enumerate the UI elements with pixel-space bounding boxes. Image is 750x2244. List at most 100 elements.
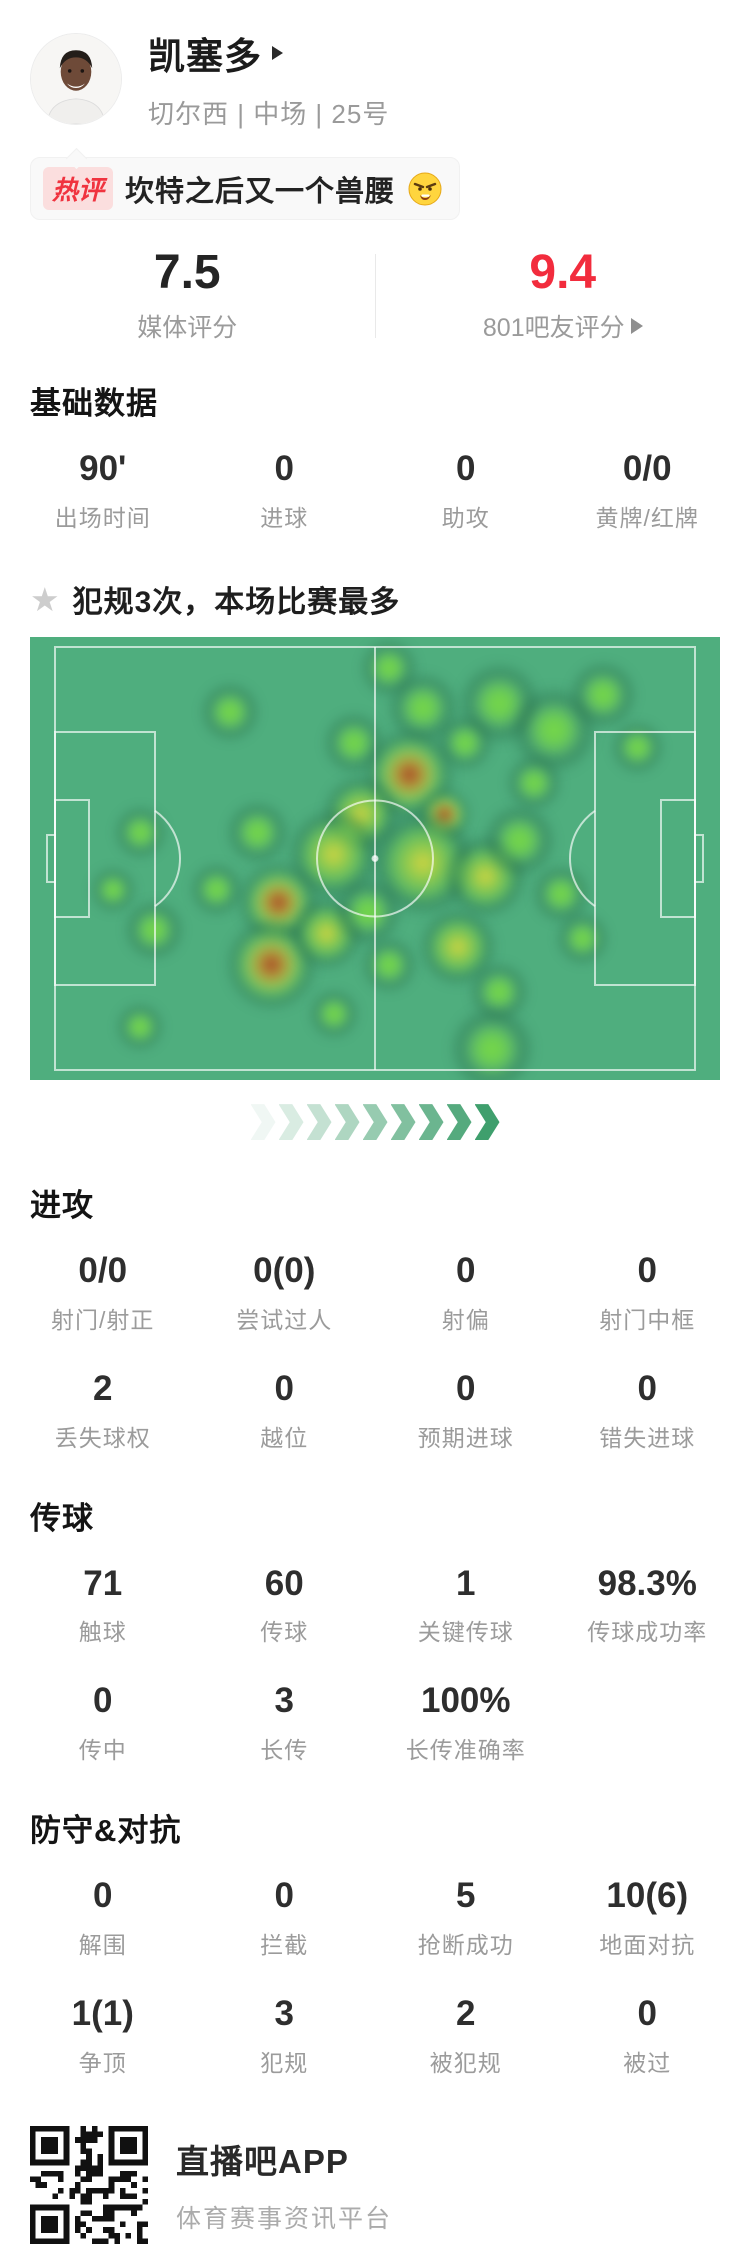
ratings-row: 7.5 媒体评分 9.4 801吧友评分 xyxy=(0,248,750,344)
section-title-attack: 进攻 xyxy=(30,1180,720,1225)
stat-value: 0 xyxy=(638,1996,657,2033)
media-rating-label-text: 媒体评分 xyxy=(137,308,237,344)
player-info: 凯塞多 切尔西 | 中场 | 25号 xyxy=(148,26,389,131)
highlight-note: ★ 犯规3次，本场比赛最多 xyxy=(30,577,720,621)
stat-value: 0 xyxy=(456,1371,475,1408)
stat-label: 传中 xyxy=(79,1731,127,1765)
stat-label: 触球 xyxy=(79,1613,127,1647)
stat-value: 3 xyxy=(275,1683,294,1720)
stat-value: 1 xyxy=(456,1566,475,1603)
stat-label: 错失进球 xyxy=(599,1419,695,1453)
chevron-icon xyxy=(251,1104,276,1140)
player-avatar xyxy=(30,33,122,125)
pitch-lines xyxy=(30,637,720,1080)
hot-comment-card[interactable]: 热评 坎特之后又一个兽腰 xyxy=(30,157,460,220)
stat-label: 进球 xyxy=(260,499,308,533)
stat-value: 100% xyxy=(421,1683,511,1720)
stat-value: 0 xyxy=(638,1253,657,1290)
chevron-icon xyxy=(363,1104,388,1140)
stat-cell: 1(1)争顶 xyxy=(12,1996,194,2078)
stat-label: 拦截 xyxy=(260,1926,308,1960)
stat-value: 2 xyxy=(456,1996,475,2033)
player-name-row[interactable]: 凯塞多 xyxy=(148,26,389,80)
media-rating: 7.5 媒体评分 xyxy=(0,248,375,344)
stat-value: 0 xyxy=(456,451,475,488)
chevron-icon xyxy=(335,1104,360,1140)
chevron-icon xyxy=(391,1104,416,1140)
star-icon: ★ xyxy=(30,583,60,616)
stat-value: 3 xyxy=(275,1996,294,2033)
stat-label: 黄牌/红牌 xyxy=(596,499,699,533)
angry-face-emoji-icon xyxy=(407,171,443,207)
stat-value: 0(0) xyxy=(253,1253,315,1290)
stat-cell: 0 射偏 xyxy=(375,1253,557,1335)
stat-label: 长传 xyxy=(260,1731,308,1765)
stat-cell: 1 关键传球 xyxy=(375,1566,557,1648)
stat-label: 关键传球 xyxy=(418,1613,514,1647)
app-name: 直播吧APP xyxy=(176,2135,392,2183)
stat-value: 0 xyxy=(93,1878,112,1915)
media-rating-label: 媒体评分 xyxy=(137,308,237,344)
stat-value: 1(1) xyxy=(72,1996,134,2033)
fans-rating-value: 9.4 xyxy=(529,248,596,298)
fans-rating-label: 801吧友评分 xyxy=(483,308,643,344)
stat-value: 5 xyxy=(456,1878,475,1915)
player-detail-caret-icon xyxy=(272,46,283,60)
stat-label: 犯规 xyxy=(260,2044,308,2078)
page: { "header": { "player_name": "凯塞多", "tea… xyxy=(0,0,750,2087)
stat-label: 地面对抗 xyxy=(599,1926,695,1960)
stat-value: 0/0 xyxy=(78,1253,127,1290)
chevron-icon xyxy=(307,1104,332,1140)
player-name: 凯塞多 xyxy=(148,26,262,80)
stat-value: 2 xyxy=(93,1371,112,1408)
stat-label: 射偏 xyxy=(442,1301,490,1335)
section-title-basic: 基础数据 xyxy=(30,378,720,423)
media-rating-value: 7.5 xyxy=(154,248,221,298)
stat-label: 预期进球 xyxy=(418,1419,514,1453)
stat-value: 0 xyxy=(456,1253,475,1290)
stat-cell: 98.3%传球成功率 xyxy=(557,1566,739,1648)
chevron-separator xyxy=(0,1104,750,1140)
stat-value: 0 xyxy=(638,1371,657,1408)
stat-label: 越位 xyxy=(260,1419,308,1453)
app-qr-code xyxy=(30,2126,148,2244)
section-title-passing: 传球 xyxy=(30,1493,720,1538)
section-title-defense: 防守&对抗 xyxy=(30,1805,720,1850)
stat-value: 60 xyxy=(265,1566,304,1603)
hot-comment-text: 坎特之后又一个兽腰 xyxy=(125,168,395,210)
player-team-position: 切尔西 | 中场 | 25号 xyxy=(148,94,389,131)
fans-rating[interactable]: 9.4 801吧友评分 xyxy=(376,248,750,344)
stat-value: 0 xyxy=(93,1683,112,1720)
stat-cell: 0/0 射门/射正 xyxy=(12,1253,194,1335)
stat-cell xyxy=(557,1683,739,1765)
stat-label: 射门/射正 xyxy=(51,1301,154,1335)
player-header[interactable]: 凯塞多 切尔西 | 中场 | 25号 xyxy=(0,0,750,131)
fans-rating-caret-icon xyxy=(631,318,643,334)
stat-cell: 100%长传准确率 xyxy=(375,1683,557,1765)
chevron-icon xyxy=(447,1104,472,1140)
stat-cell: 3 长传 xyxy=(194,1683,376,1765)
stat-cell: 0 预期进球 xyxy=(375,1371,557,1453)
chevron-icon xyxy=(279,1104,304,1140)
stat-cell: 10(6)地面对抗 xyxy=(557,1878,739,1960)
